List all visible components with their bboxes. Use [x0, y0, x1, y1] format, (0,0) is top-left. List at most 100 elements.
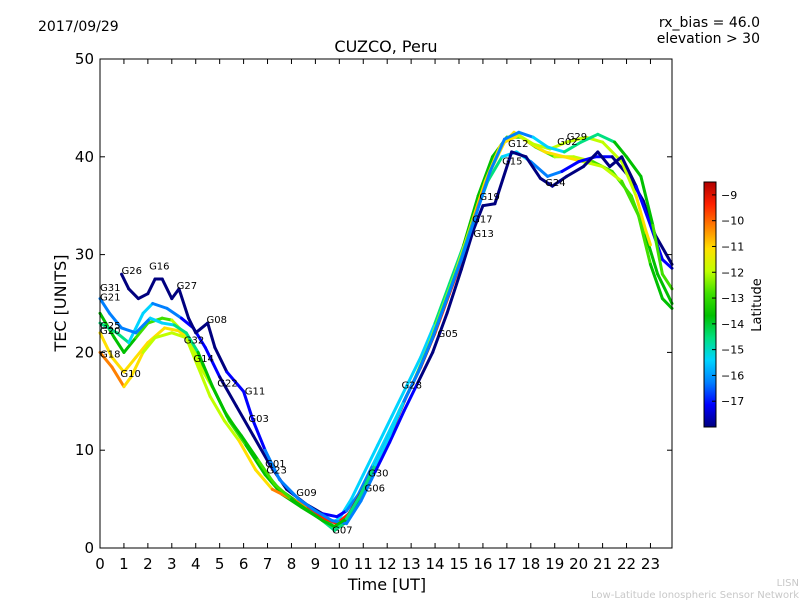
- track-segment: [493, 150, 514, 206]
- satellite-label-g29: G29: [567, 132, 587, 143]
- satellite-label-g27: G27: [177, 281, 197, 292]
- track-segment: [122, 336, 138, 354]
- satellite-label-g01: G01: [265, 459, 285, 470]
- track-segment: [502, 130, 521, 141]
- track-segment: [546, 169, 564, 178]
- colorbar: [703, 181, 717, 428]
- track-segment: [136, 292, 150, 301]
- track-segment: [359, 463, 377, 496]
- satellite-label-g16: G16: [149, 261, 169, 272]
- colorbar-tick-label: −16: [721, 369, 744, 382]
- satellite-label-g17: G17: [472, 214, 492, 225]
- track-segment: [146, 326, 167, 345]
- track-segment: [194, 321, 210, 335]
- track-segment: [390, 385, 408, 418]
- track-segment: [550, 174, 569, 188]
- track-segment: [277, 478, 301, 501]
- satellite-label-g12: G12: [508, 139, 528, 150]
- y-tick-label: 40: [75, 148, 94, 166]
- track-segment: [222, 419, 241, 442]
- chart-title: CUZCO, Peru: [334, 37, 437, 56]
- track-segment: [634, 184, 652, 227]
- track-envelope-f: [98, 130, 674, 528]
- track-segment: [361, 443, 380, 477]
- colorbar-tick-label: −17: [721, 395, 744, 408]
- track-segment: [234, 404, 255, 438]
- x-tick-label: 10: [330, 555, 349, 573]
- track-segment: [345, 499, 363, 526]
- track-segment: [122, 355, 138, 374]
- track-segment: [431, 311, 449, 354]
- track-segment: [127, 287, 140, 301]
- x-axis-label: Time [UT]: [347, 575, 426, 594]
- track-segment: [98, 297, 112, 315]
- track-segment: [474, 169, 492, 217]
- track-segment: [289, 497, 310, 513]
- x-tick-label: 16: [473, 555, 492, 573]
- track-segment: [112, 336, 126, 354]
- track-segment: [416, 336, 435, 374]
- track-segment: [297, 497, 317, 513]
- track-segment: [115, 331, 131, 345]
- track-segment: [565, 135, 588, 144]
- track-segment: [141, 336, 157, 354]
- track-segment: [134, 316, 152, 335]
- x-tick-label: 12: [378, 555, 397, 573]
- track-segment: [273, 482, 293, 501]
- track-segment: [210, 385, 229, 418]
- track-segment: [601, 165, 624, 183]
- track-segment: [98, 311, 116, 340]
- track-segment: [335, 509, 349, 519]
- track-segment: [239, 434, 260, 462]
- track-segment: [225, 414, 243, 438]
- track-segment: [110, 355, 126, 374]
- track-segment: [251, 419, 267, 452]
- y-tick-label: 30: [75, 246, 94, 264]
- colorbar-tick-label: −15: [721, 344, 744, 357]
- track-segment: [333, 522, 346, 532]
- track-segment: [134, 341, 150, 359]
- track-segment: [620, 155, 638, 188]
- track-segment: [486, 155, 504, 183]
- colorbar-tick-label: −12: [721, 266, 744, 279]
- track-segment: [488, 137, 506, 173]
- track-segment: [208, 394, 226, 423]
- track-segment: [371, 434, 389, 467]
- satellite-label-g05: G05: [437, 329, 457, 340]
- satellite-label-g32: G32: [184, 336, 204, 347]
- track-segment: [313, 509, 334, 523]
- track-segment: [596, 150, 612, 169]
- track-envelope-a: [98, 135, 674, 526]
- track-segment: [543, 150, 566, 159]
- track-segment: [639, 174, 655, 227]
- track-segment: [581, 150, 600, 169]
- track-segment: [172, 323, 188, 335]
- track-segment: [237, 438, 258, 472]
- colorbar-label: Latitude: [750, 278, 765, 332]
- track-segment: [596, 132, 617, 144]
- x-axis: 0 1 2 3 4 5 6 7 8 9 10 11 12 13 14 15 16 17 18 19 20 21 22 23: [95, 59, 660, 573]
- track-segment: [225, 370, 246, 394]
- track-envelope-e: [120, 150, 674, 526]
- track-segment: [110, 365, 126, 389]
- track-segment: [388, 399, 406, 438]
- satellite-label-g26: G26: [122, 266, 142, 277]
- track-segment: [251, 434, 272, 467]
- track-segment: [256, 458, 277, 486]
- satellite-label-g19: G19: [479, 192, 499, 203]
- track-segment: [148, 316, 164, 325]
- track-segment: [613, 140, 629, 159]
- track-segment: [196, 350, 214, 389]
- satellite-label-g21: G21: [100, 293, 120, 304]
- track-segment: [306, 509, 325, 523]
- track-segment: [459, 228, 475, 271]
- satellite-label-g11: G11: [245, 386, 265, 397]
- track-segment: [196, 365, 212, 398]
- track-segment: [416, 350, 435, 384]
- track-segment: [206, 321, 217, 350]
- track-segment: [517, 133, 535, 146]
- satellite-label-g28: G28: [402, 381, 422, 392]
- track-segment: [608, 155, 624, 169]
- track-segment: [651, 223, 664, 276]
